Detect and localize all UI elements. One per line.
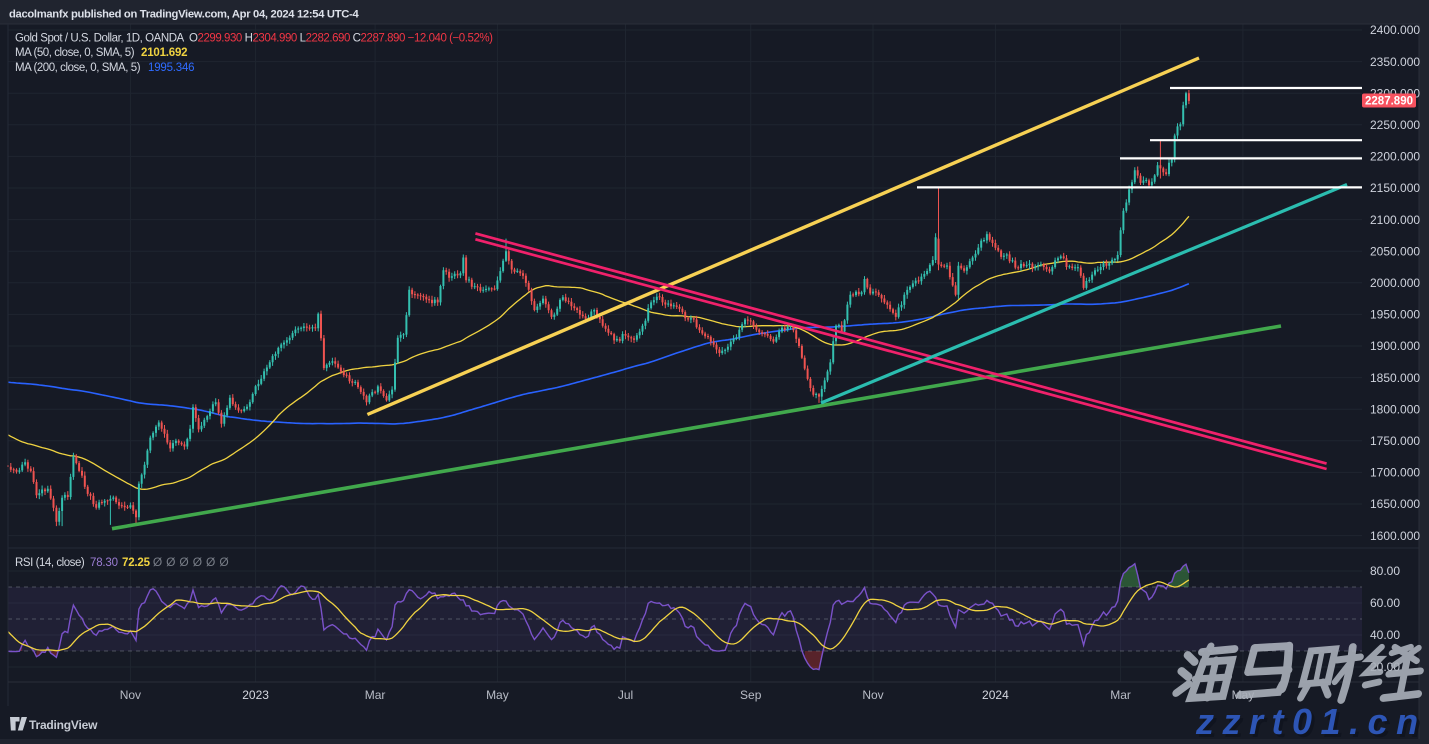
svg-text:2050.000: 2050.000 <box>1370 244 1420 258</box>
svg-text:Ø: Ø <box>206 555 215 569</box>
svg-text:Gold Spot / U.S. Dollar, 1D, O: Gold Spot / U.S. Dollar, 1D, OANDA <box>15 33 185 45</box>
svg-text:Nov: Nov <box>862 688 883 702</box>
svg-text:zzrt01.cn: zzrt01.cn <box>1198 704 1429 739</box>
svg-text:2100.000: 2100.000 <box>1370 213 1420 227</box>
svg-text:Ø: Ø <box>166 555 175 569</box>
svg-text:72.25: 72.25 <box>122 557 151 569</box>
svg-text:Mar: Mar <box>365 688 386 702</box>
svg-text:Mar: Mar <box>1110 688 1131 702</box>
svg-text:78.30: 78.30 <box>90 557 118 569</box>
svg-text:May: May <box>486 688 509 702</box>
svg-text:O2299.930 H2304.990 L2282.690: O2299.930 H2304.990 L2282.690 C2287.890 … <box>189 33 493 45</box>
svg-text:60.00: 60.00 <box>1370 596 1400 610</box>
svg-text:2023: 2023 <box>242 688 269 702</box>
svg-text:Sep: Sep <box>740 688 762 702</box>
svg-text:Jul: Jul <box>618 688 633 702</box>
svg-text:2200.000: 2200.000 <box>1370 150 1420 164</box>
svg-text:2024: 2024 <box>982 688 1009 702</box>
svg-text:2000.000: 2000.000 <box>1370 276 1420 290</box>
svg-text:1800.000: 1800.000 <box>1370 402 1420 416</box>
svg-text:2287.890: 2287.890 <box>1365 95 1413 107</box>
svg-text:1700.000: 1700.000 <box>1370 466 1420 480</box>
svg-text:Ø: Ø <box>153 555 162 569</box>
svg-text:Ø: Ø <box>193 555 202 569</box>
svg-text:Ø: Ø <box>179 555 188 569</box>
svg-text:TradingView: TradingView <box>29 718 98 732</box>
svg-text:80.00: 80.00 <box>1370 564 1400 578</box>
svg-text:Ø: Ø <box>219 555 228 569</box>
svg-text:1900.000: 1900.000 <box>1370 339 1420 353</box>
svg-text:1750.000: 1750.000 <box>1370 434 1420 448</box>
svg-text:1600.000: 1600.000 <box>1370 529 1420 543</box>
svg-text:1950.000: 1950.000 <box>1370 308 1420 322</box>
svg-text:2250.000: 2250.000 <box>1370 118 1420 132</box>
svg-text:RSI (14, close): RSI (14, close) <box>15 557 85 569</box>
svg-text:40.00: 40.00 <box>1370 628 1400 642</box>
svg-text:Nov: Nov <box>120 688 141 702</box>
svg-text:2400.000: 2400.000 <box>1370 23 1420 37</box>
svg-text:2350.000: 2350.000 <box>1370 55 1420 69</box>
svg-text:2150.000: 2150.000 <box>1370 181 1420 195</box>
svg-text:zzrt01.cn: zzrt01.cn <box>1195 701 1427 739</box>
svg-text:2101.692: 2101.692 <box>141 47 187 59</box>
svg-text:1850.000: 1850.000 <box>1370 371 1420 385</box>
svg-text:MA (50, close, 0, SMA, 5): MA (50, close, 0, SMA, 5) <box>15 47 135 59</box>
svg-text:1995.346: 1995.346 <box>148 62 194 74</box>
svg-text:dacolmanfx published on Tradin: dacolmanfx published on TradingView.com,… <box>9 9 359 21</box>
svg-text:1650.000: 1650.000 <box>1370 497 1420 511</box>
svg-text:MA (200, close, 0, SMA, 5): MA (200, close, 0, SMA, 5) <box>15 62 141 74</box>
